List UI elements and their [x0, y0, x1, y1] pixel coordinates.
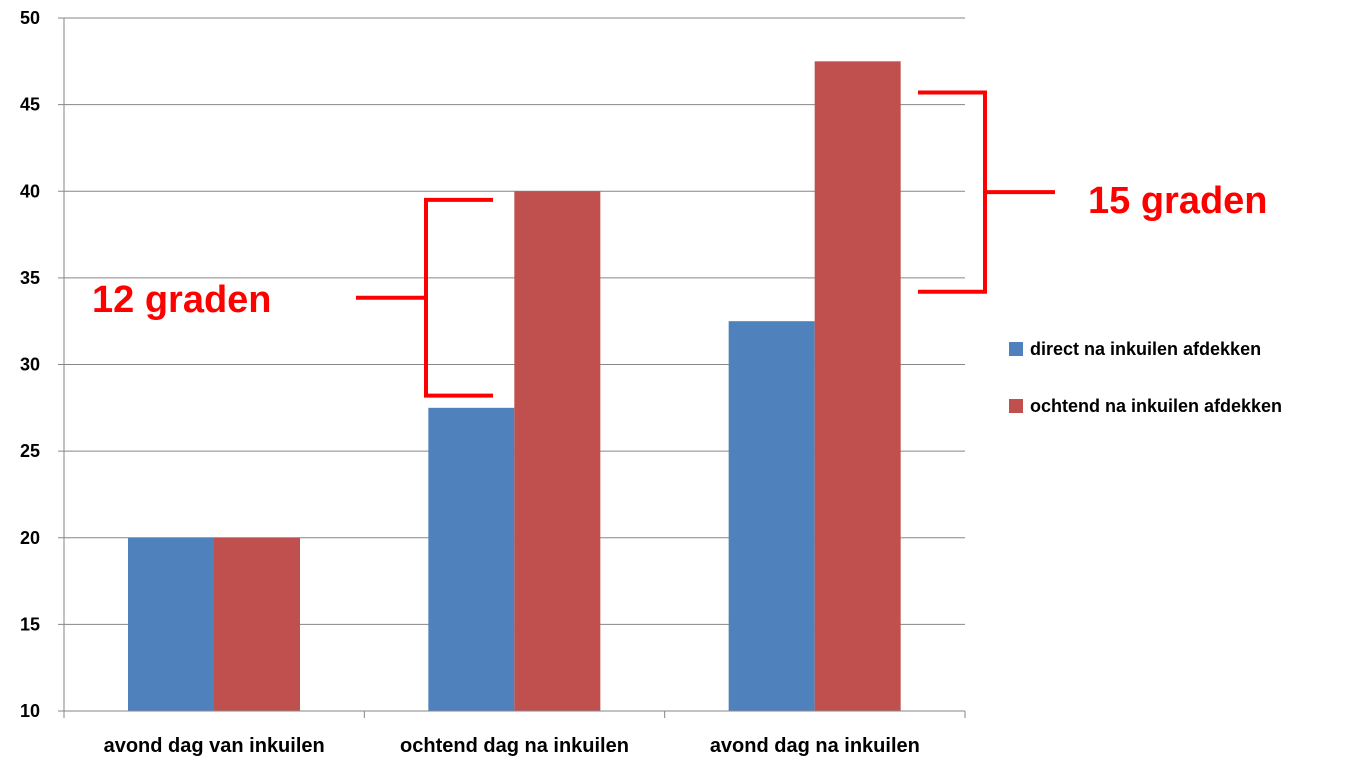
legend-label: ochtend na inkuilen afdekken [1030, 396, 1282, 416]
legend-swatch [1009, 342, 1023, 356]
legend-label: direct na inkuilen afdekken [1030, 339, 1261, 359]
annotation-label: 12 graden [92, 279, 272, 321]
legend-swatch [1009, 399, 1023, 413]
y-axis-ticks: 10 15 20 25 30 35 40 45 50 [20, 8, 64, 721]
bar-series-2-category-2 [514, 191, 601, 711]
x-axis-categories: avond dag van inkuilen ochtend dag na ink… [104, 735, 920, 757]
annotation-label: 15 graden [1088, 180, 1268, 222]
bracket-12-graden [356, 197, 493, 398]
bracket-line [918, 90, 987, 294]
bar-series-2-category-1 [214, 537, 300, 711]
y-tick-label: 50 [20, 8, 40, 28]
y-tick-label: 40 [20, 181, 40, 201]
x-category-label: ochtend dag na inkuilen [400, 735, 629, 757]
bar-series-1-category-3 [728, 321, 815, 711]
bar-series-2-category-3 [814, 61, 901, 711]
x-category-label: avond dag van inkuilen [104, 735, 325, 757]
y-tick-label: 35 [20, 268, 40, 288]
x-category-label: avond dag na inkuilen [710, 735, 920, 757]
legend: direct na inkuilen afdekken ochtend na in… [1009, 339, 1282, 416]
bar-series-1-category-1 [128, 537, 214, 711]
bracket-line [424, 197, 493, 398]
y-tick-label: 20 [20, 528, 40, 548]
y-tick-label: 15 [20, 614, 40, 634]
y-tick-label: 30 [20, 355, 40, 375]
annotations: 12 graden 15 graden [92, 90, 1268, 398]
bar-series-1-category-2 [428, 407, 515, 711]
bracket-15-graden [918, 90, 1055, 294]
bars [128, 61, 901, 711]
y-tick-label: 45 [20, 95, 40, 115]
y-tick-label: 10 [20, 701, 40, 721]
y-tick-label: 25 [20, 441, 40, 461]
